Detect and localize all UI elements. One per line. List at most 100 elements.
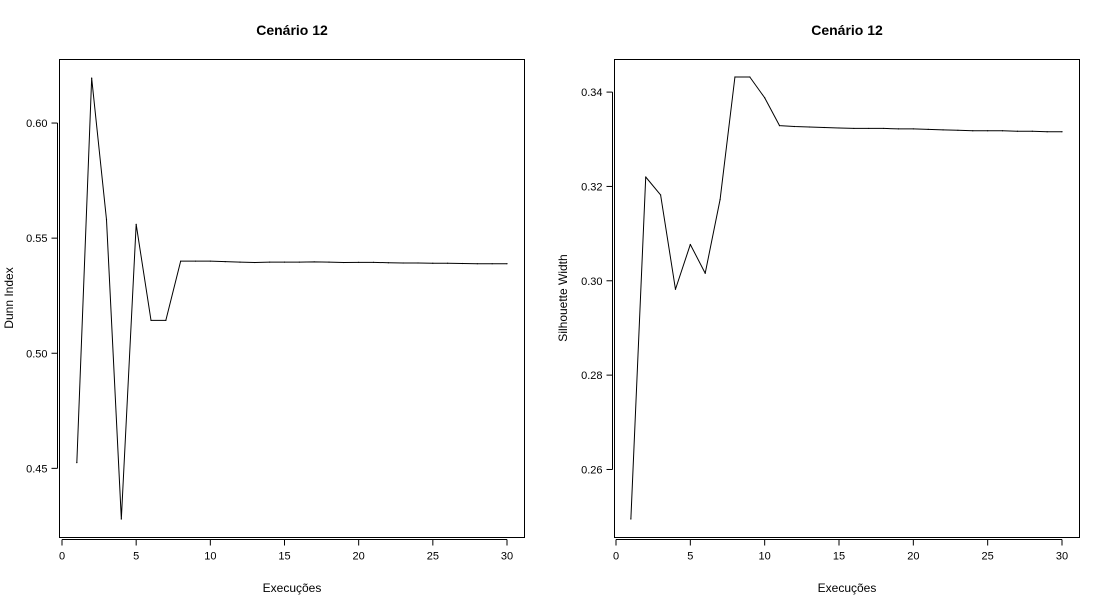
ticks-dunn: 0 5 10 15 20 25 30 0.45 0.50 0.55 0.60	[26, 118, 513, 562]
data-point-silhouette	[957, 129, 959, 131]
data-point-silhouette	[972, 130, 974, 132]
data-point-dunn	[417, 262, 419, 264]
data-point-dunn	[358, 261, 360, 263]
data-point-silhouette	[764, 97, 766, 99]
data-point-dunn	[194, 260, 197, 262]
data-point-silhouette	[660, 194, 662, 196]
y-tick-label-silhouette: 0.26	[581, 464, 602, 476]
series-line-silhouette	[630, 76, 1062, 520]
x-axis-label-dunn: Execuções	[263, 581, 322, 595]
x-tick-label-silhouette: 15	[833, 551, 845, 563]
data-point-dunn	[105, 219, 108, 221]
y-axis-label-silhouette: Silhouette Width	[556, 254, 570, 341]
x-tick-label-dunn: 20	[353, 551, 365, 563]
x-tick-label-dunn: 5	[133, 551, 139, 563]
data-point-silhouette	[868, 127, 870, 130]
data-point-silhouette	[987, 130, 989, 132]
data-point-dunn	[372, 261, 375, 263]
data-point-dunn	[283, 261, 286, 263]
data-point-silhouette	[912, 128, 914, 130]
data-point-silhouette	[734, 76, 736, 78]
data-point-dunn	[180, 260, 182, 262]
x-tick-label-dunn: 0	[59, 551, 65, 563]
panel-silhouette: Cenário 12 Execuções Silhouette Width 0 5…	[556, 22, 1080, 595]
data-point-silhouette	[897, 128, 900, 130]
y-tick-label-silhouette: 0.32	[581, 181, 602, 193]
x-tick-label-silhouette: 0	[613, 551, 619, 563]
data-point-silhouette	[778, 124, 781, 127]
y-tick-label-silhouette: 0.30	[581, 276, 602, 288]
x-tick-label-silhouette: 10	[759, 551, 771, 563]
data-point-dunn	[165, 319, 167, 321]
y-tick-label-silhouette: 0.28	[581, 370, 602, 382]
data-point-dunn	[313, 261, 315, 263]
data-point-silhouette	[674, 288, 677, 290]
y-tick-label-silhouette: 0.34	[581, 87, 602, 99]
plot-frame-dunn	[59, 59, 525, 538]
data-point-silhouette	[808, 126, 810, 128]
data-point-silhouette	[942, 129, 944, 131]
data-point-dunn	[269, 261, 271, 263]
data-point-silhouette	[883, 127, 885, 130]
panel-dunn: Cenário 12 Execuções Dunn Index 0 5 10 15 20…	[2, 22, 525, 595]
data-point-dunn	[506, 263, 508, 265]
data-point-silhouette	[645, 176, 647, 178]
data-point-dunn	[209, 260, 211, 262]
x-tick-label-dunn: 30	[501, 551, 513, 563]
data-point-dunn	[76, 462, 78, 464]
panel-title-dunn: Cenário 12	[256, 22, 328, 38]
data-point-dunn	[328, 261, 330, 263]
series-line-dunn	[76, 77, 507, 520]
y-tick-label-dunn: 0.50	[26, 348, 47, 360]
plot-frame-silhouette	[614, 59, 1080, 538]
data-point-dunn	[387, 262, 389, 264]
data-point-dunn	[254, 261, 256, 264]
data-point-silhouette	[1061, 131, 1063, 133]
data-point-dunn	[298, 261, 300, 263]
data-point-silhouette	[1016, 130, 1019, 132]
series-silhouette	[630, 76, 1063, 520]
x-tick-label-dunn: 25	[427, 551, 439, 563]
data-point-dunn	[91, 77, 93, 79]
data-point-silhouette	[630, 518, 632, 520]
data-point-dunn	[120, 518, 122, 520]
data-point-dunn	[239, 261, 241, 263]
data-point-dunn	[343, 261, 345, 264]
data-point-dunn	[491, 263, 493, 265]
data-point-dunn	[461, 262, 464, 265]
data-point-silhouette	[793, 125, 796, 128]
data-point-silhouette	[689, 243, 691, 246]
data-point-dunn	[135, 223, 137, 225]
data-point-dunn	[432, 262, 434, 264]
panel-title-silhouette: Cenário 12	[811, 22, 883, 38]
x-axis-label-silhouette: Execuções	[818, 581, 877, 595]
y-axis-label-dunn: Dunn Index	[2, 267, 16, 328]
data-point-silhouette	[1001, 130, 1004, 132]
data-point-silhouette	[823, 126, 825, 129]
y-tick-label-dunn: 0.60	[26, 118, 47, 130]
y-tick-label-dunn: 0.45	[26, 463, 47, 475]
data-point-silhouette	[838, 127, 840, 129]
x-tick-label-dunn: 15	[278, 551, 290, 563]
data-point-dunn	[447, 262, 449, 264]
data-point-dunn	[150, 319, 152, 321]
x-tick-label-silhouette: 25	[982, 551, 994, 563]
data-point-silhouette	[704, 272, 706, 274]
data-point-dunn	[476, 263, 478, 265]
x-tick-label-silhouette: 5	[687, 551, 693, 563]
data-point-silhouette	[853, 127, 855, 130]
data-point-silhouette	[1046, 131, 1048, 133]
data-point-silhouette	[719, 199, 721, 201]
data-point-dunn	[402, 262, 404, 264]
ticks-silhouette: 0 5 10 15 20 25 30 0.26 0.28 0.30 0.32 0.34	[581, 87, 1068, 562]
data-point-silhouette	[1031, 130, 1033, 132]
x-tick-label-dunn: 10	[204, 551, 216, 563]
series-dunn	[76, 77, 508, 520]
data-point-silhouette	[749, 76, 751, 78]
y-tick-label-dunn: 0.55	[26, 233, 47, 245]
data-point-dunn	[224, 261, 226, 263]
x-tick-label-silhouette: 20	[907, 551, 919, 563]
x-tick-label-silhouette: 30	[1056, 551, 1068, 563]
data-point-silhouette	[927, 128, 929, 130]
